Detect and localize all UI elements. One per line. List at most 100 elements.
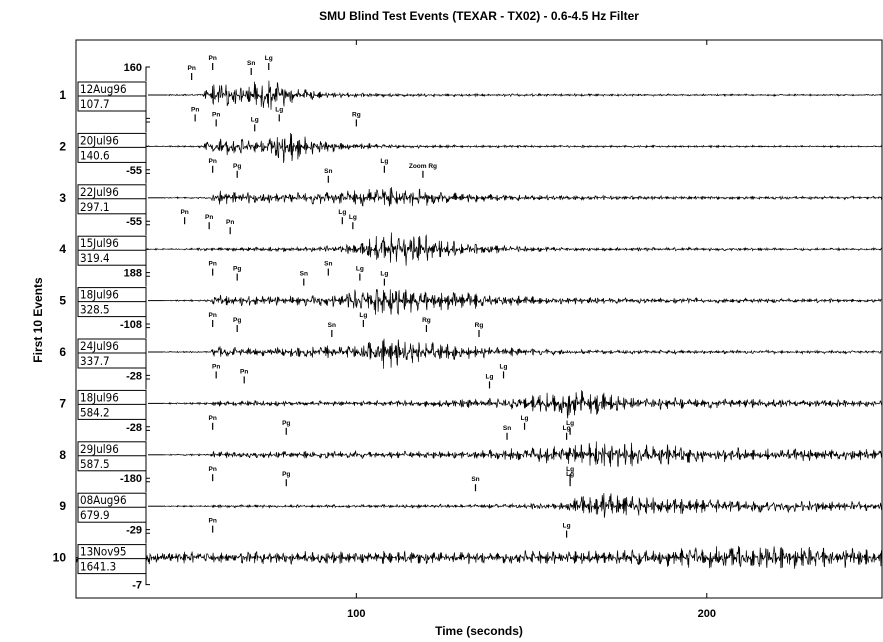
phase-label: Lg	[500, 363, 508, 370]
amplitude-scale-top: -55	[126, 165, 142, 177]
phase-label: Lg	[359, 312, 367, 319]
amplitude-scale-top: -28	[126, 422, 142, 434]
phase-label: Lg	[356, 266, 364, 273]
x-tick-label: 200	[698, 608, 716, 620]
phase-label: Rg	[352, 111, 361, 118]
phase-label: Pn	[191, 106, 199, 113]
phase-label: Lg	[566, 420, 574, 427]
phase-label: Rg	[475, 322, 484, 329]
phase-label: Pn	[212, 111, 220, 118]
event-row-number: 2	[59, 139, 66, 153]
event-distance: 319.4	[80, 251, 110, 265]
y-axis-label: First 10 Events	[31, 277, 45, 363]
phase-label: Lg	[338, 209, 346, 216]
amplitude-scale-top: -180	[120, 473, 142, 485]
phase-label: Sn	[471, 476, 479, 483]
event-row-number: 4	[59, 242, 66, 256]
event-date: 22Jul96	[80, 185, 119, 199]
seismogram-trace	[163, 288, 883, 315]
phase-label: Lg	[486, 373, 494, 380]
event-row-number: 6	[59, 345, 66, 359]
event-row-number: 8	[59, 448, 66, 462]
phase-label: Pn	[212, 363, 220, 370]
amplitude-scale-top: -55	[126, 216, 142, 228]
phase-label: Lg	[521, 415, 529, 422]
event-date: 12Aug96	[80, 82, 127, 96]
event-distance: 337.7	[80, 354, 110, 368]
phase-label: Sn	[247, 60, 255, 67]
phase-label: Sn	[503, 425, 511, 432]
phase-label: Zoom Rg	[409, 163, 437, 170]
phase-label: Lg	[265, 55, 273, 62]
seismogram-trace	[163, 493, 883, 518]
event-distance: 328.5	[80, 303, 110, 317]
phase-label: Pg	[233, 317, 241, 324]
seismogram-trace	[145, 132, 882, 163]
phase-label: Pg	[282, 420, 290, 427]
phase-label: Pn	[209, 312, 217, 319]
phase-label: Lg	[251, 116, 259, 123]
phase-label: Sn	[300, 271, 308, 278]
amplitude-scale-top: -28	[126, 370, 142, 382]
phase-label: Pn	[187, 65, 195, 72]
amplitude-scale-top: -29	[126, 525, 142, 537]
amplitude-scale-top: -108	[120, 319, 142, 331]
event-date: 18Jul96	[80, 288, 119, 302]
seismogram-trace	[163, 187, 883, 207]
phase-label: Lg	[563, 523, 571, 530]
amplitude-scale-bracket	[145, 529, 150, 586]
event-date: 15Jul96	[80, 236, 119, 250]
x-axis-tick-labels: 100 200	[347, 608, 716, 620]
phase-label: Pn	[240, 368, 248, 375]
phase-label: Pn	[209, 466, 217, 473]
event-date: 29Jul96	[80, 442, 119, 456]
phase-label: Rg	[422, 317, 431, 324]
event-distance: 1641.3	[80, 560, 116, 574]
event-date: 20Jul96	[80, 133, 119, 147]
x-axis-ticks	[355, 40, 708, 598]
phase-label: Lg	[563, 425, 571, 432]
phase-label: Lg	[349, 214, 357, 221]
event-distance: 584.2	[80, 405, 110, 419]
seismogram-trace	[128, 232, 883, 266]
phase-label: Sn	[324, 261, 332, 268]
phase-label: Pn	[209, 261, 217, 268]
phase-label: Sn	[324, 168, 332, 175]
event-row-number: 10	[53, 551, 67, 565]
phase-label: Pg	[233, 266, 241, 273]
event-distance: 107.7	[80, 97, 110, 111]
event-row-number: 7	[59, 396, 66, 410]
amplitude-scale-top: 160	[124, 62, 142, 74]
x-axis-label: Time (seconds)	[435, 624, 523, 638]
event-distance: 297.1	[80, 200, 110, 214]
chart-title: SMU Blind Test Events (TEXAR - TX02) - 0…	[319, 9, 639, 23]
seismogram-trace	[163, 338, 883, 369]
seismogram-trace	[75, 545, 883, 569]
phase-label: Pn	[209, 415, 217, 422]
phase-label: Lg	[566, 471, 574, 478]
phase-label: Lg	[380, 158, 388, 165]
event-row-number: 5	[59, 294, 66, 308]
phase-label: Pn	[226, 219, 234, 226]
phase-label: Pg	[282, 471, 290, 478]
event-date: 08Aug96	[80, 493, 127, 507]
seismogram-trace	[163, 441, 883, 467]
phase-label: Lg	[566, 466, 574, 473]
seismogram-trace	[167, 80, 882, 110]
phase-label: Pn	[209, 518, 217, 525]
amplitude-scale-bottom: -7	[132, 580, 142, 592]
event-row-number: 9	[59, 499, 66, 513]
event-date: 18Jul96	[80, 390, 119, 404]
phase-label: Lg	[275, 106, 283, 113]
phase-label: Pg	[233, 163, 241, 170]
event-distance: 679.9	[80, 508, 110, 522]
event-date: 24Jul96	[80, 339, 119, 353]
amplitude-scale-top: 188	[124, 268, 142, 280]
phase-label: Pn	[205, 214, 213, 221]
seismogram-trace	[163, 390, 883, 419]
plot-frame	[75, 39, 883, 599]
phase-label: Pn	[209, 55, 217, 62]
